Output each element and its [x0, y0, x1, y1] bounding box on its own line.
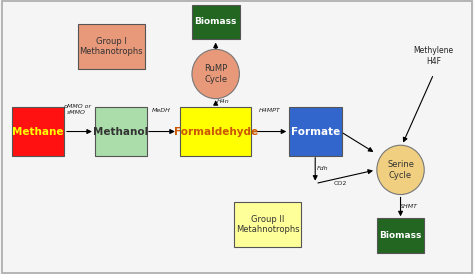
FancyBboxPatch shape	[180, 107, 251, 156]
Text: H4n: H4n	[217, 99, 229, 104]
Text: Methanol: Methanol	[93, 127, 148, 136]
FancyBboxPatch shape	[11, 107, 64, 156]
Text: Methylene
H4F: Methylene H4F	[414, 46, 454, 66]
Text: Serine
Cycle: Serine Cycle	[387, 160, 414, 179]
Text: CO2: CO2	[334, 181, 347, 186]
Text: MeDH: MeDH	[152, 109, 171, 113]
FancyBboxPatch shape	[376, 218, 424, 253]
FancyBboxPatch shape	[191, 5, 240, 39]
Text: RuMP
Cycle: RuMP Cycle	[204, 64, 228, 84]
Text: Formaldehyde: Formaldehyde	[173, 127, 258, 136]
Ellipse shape	[192, 49, 239, 99]
Text: Biomass: Biomass	[194, 18, 237, 26]
Text: SHMT: SHMT	[400, 204, 418, 209]
Text: pMMO or
sMMO: pMMO or sMMO	[63, 104, 91, 115]
Text: Methane: Methane	[12, 127, 64, 136]
Text: Fdh: Fdh	[317, 166, 328, 171]
Text: H4MPT: H4MPT	[258, 109, 280, 113]
Text: Biomass: Biomass	[379, 231, 422, 240]
FancyBboxPatch shape	[289, 107, 341, 156]
Text: Group I
Methanotrophs: Group I Methanotrophs	[80, 37, 143, 56]
FancyBboxPatch shape	[234, 202, 301, 247]
Text: Formate: Formate	[291, 127, 340, 136]
Ellipse shape	[377, 145, 424, 195]
FancyBboxPatch shape	[94, 107, 147, 156]
FancyBboxPatch shape	[78, 24, 145, 69]
Text: Group II
Metahnotrophs: Group II Metahnotrophs	[236, 215, 300, 234]
